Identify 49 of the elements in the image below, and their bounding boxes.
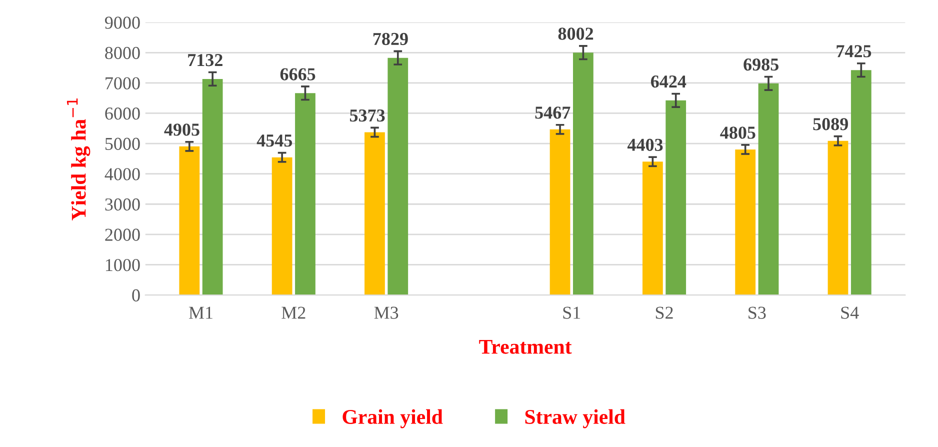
y-tick-label: 2000 (105, 228, 140, 241)
bar (828, 140, 848, 296)
x-tick-label: S3 (748, 306, 766, 319)
x-tick-label: S2 (656, 306, 673, 319)
x-tick-label: S1 (563, 306, 580, 319)
bar (388, 58, 408, 296)
data-label: 4545 (256, 134, 292, 147)
data-label: 7132 (188, 54, 222, 66)
x-tick-label: M1 (188, 306, 212, 319)
bar (202, 78, 223, 296)
data-label: 4805 (720, 126, 756, 139)
y-tick-label: 0 (132, 289, 140, 302)
bar (642, 162, 663, 296)
y-tick-label: 3000 (105, 198, 140, 211)
bar (295, 93, 316, 296)
x-tick-label: S4 (841, 306, 859, 319)
data-label: 6665 (280, 68, 316, 80)
y-tick-label: 5000 (105, 138, 140, 150)
x-tick-label: M2 (282, 306, 306, 319)
bar (272, 157, 292, 296)
bar (550, 129, 570, 296)
x-axis-title: Treatment (479, 340, 572, 354)
y-tick-label: 4000 (104, 168, 140, 180)
data-label: 6985 (744, 58, 778, 71)
y-tick-label: 9000 (105, 16, 140, 29)
y-tick-label: 7000 (106, 77, 140, 90)
data-label: 7425 (836, 45, 872, 58)
legend-label: Straw yield (525, 409, 626, 428)
bar (179, 146, 200, 296)
bar (666, 100, 686, 296)
bar (758, 83, 779, 296)
bar (850, 70, 872, 296)
data-label: 6424 (650, 76, 686, 88)
data-label: 5373 (350, 109, 385, 122)
data-label: 4905 (164, 124, 200, 136)
y-tick-label: 8000 (105, 46, 140, 60)
x-tick-label: M3 (374, 306, 398, 319)
y-axis-title: Yield kg ha$^{−1}$ (66, 98, 90, 220)
data-label: 7829 (373, 32, 408, 46)
y-tick-label: 1000 (106, 258, 140, 272)
legend-label: Grain yield (342, 409, 443, 428)
y-tick-label: 6000 (105, 107, 140, 120)
data-label: 5467 (535, 106, 570, 119)
data-label: 4403 (627, 138, 663, 151)
bar (364, 132, 385, 296)
bar (573, 52, 594, 296)
data-label: 5089 (813, 118, 848, 130)
data-label: 8002 (558, 28, 594, 40)
bar (735, 149, 756, 296)
